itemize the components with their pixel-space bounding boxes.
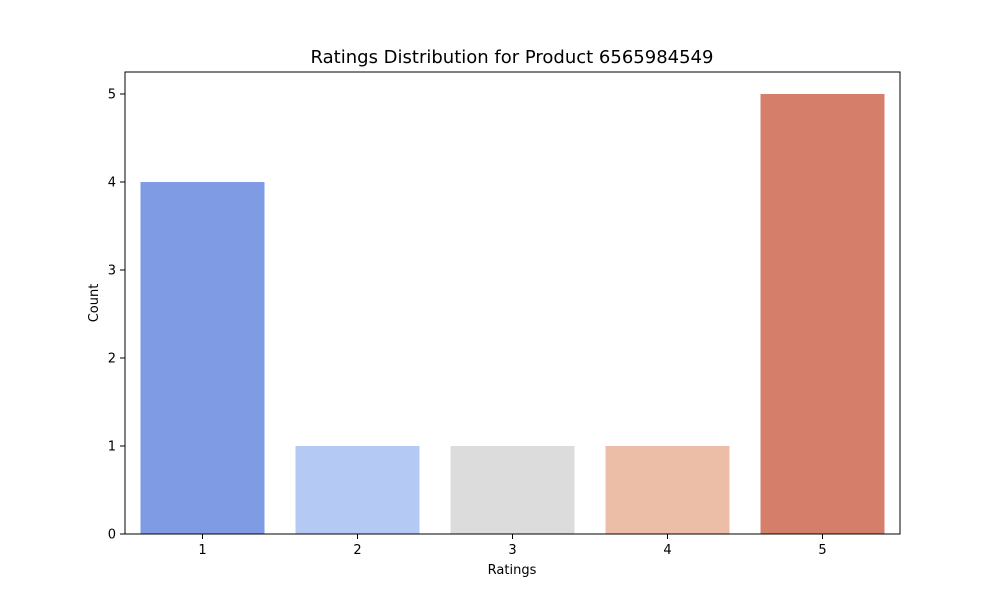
plot-frame xyxy=(124,71,901,535)
y-tick-label: 5 xyxy=(108,88,116,103)
bar-rating-3 xyxy=(450,446,575,534)
y-tick-label: 2 xyxy=(108,352,116,367)
x-tick-label: 5 xyxy=(818,543,826,558)
bars-group xyxy=(140,94,885,534)
y-axis-label: Count xyxy=(87,284,102,323)
x-tick-label: 3 xyxy=(508,543,516,558)
y-tick-label: 3 xyxy=(108,264,116,279)
y-tick-label: 4 xyxy=(108,176,116,191)
x-axis-ticks: 1 2 3 4 5 xyxy=(198,534,827,558)
bar-rating-4 xyxy=(605,446,730,534)
bar-rating-1 xyxy=(140,182,265,534)
x-axis-label: Ratings xyxy=(488,563,537,578)
x-tick-label: 1 xyxy=(198,543,206,558)
y-axis-ticks: 0 1 2 3 4 5 xyxy=(108,88,125,543)
x-tick-label: 2 xyxy=(353,543,361,558)
chart-title: Ratings Distribution for Product 6565984… xyxy=(311,47,714,68)
y-tick-label: 0 xyxy=(108,528,116,543)
y-tick-label: 1 xyxy=(108,440,116,455)
bar-rating-5 xyxy=(760,94,885,534)
x-tick-label: 4 xyxy=(663,543,671,558)
bar-rating-2 xyxy=(295,446,420,534)
